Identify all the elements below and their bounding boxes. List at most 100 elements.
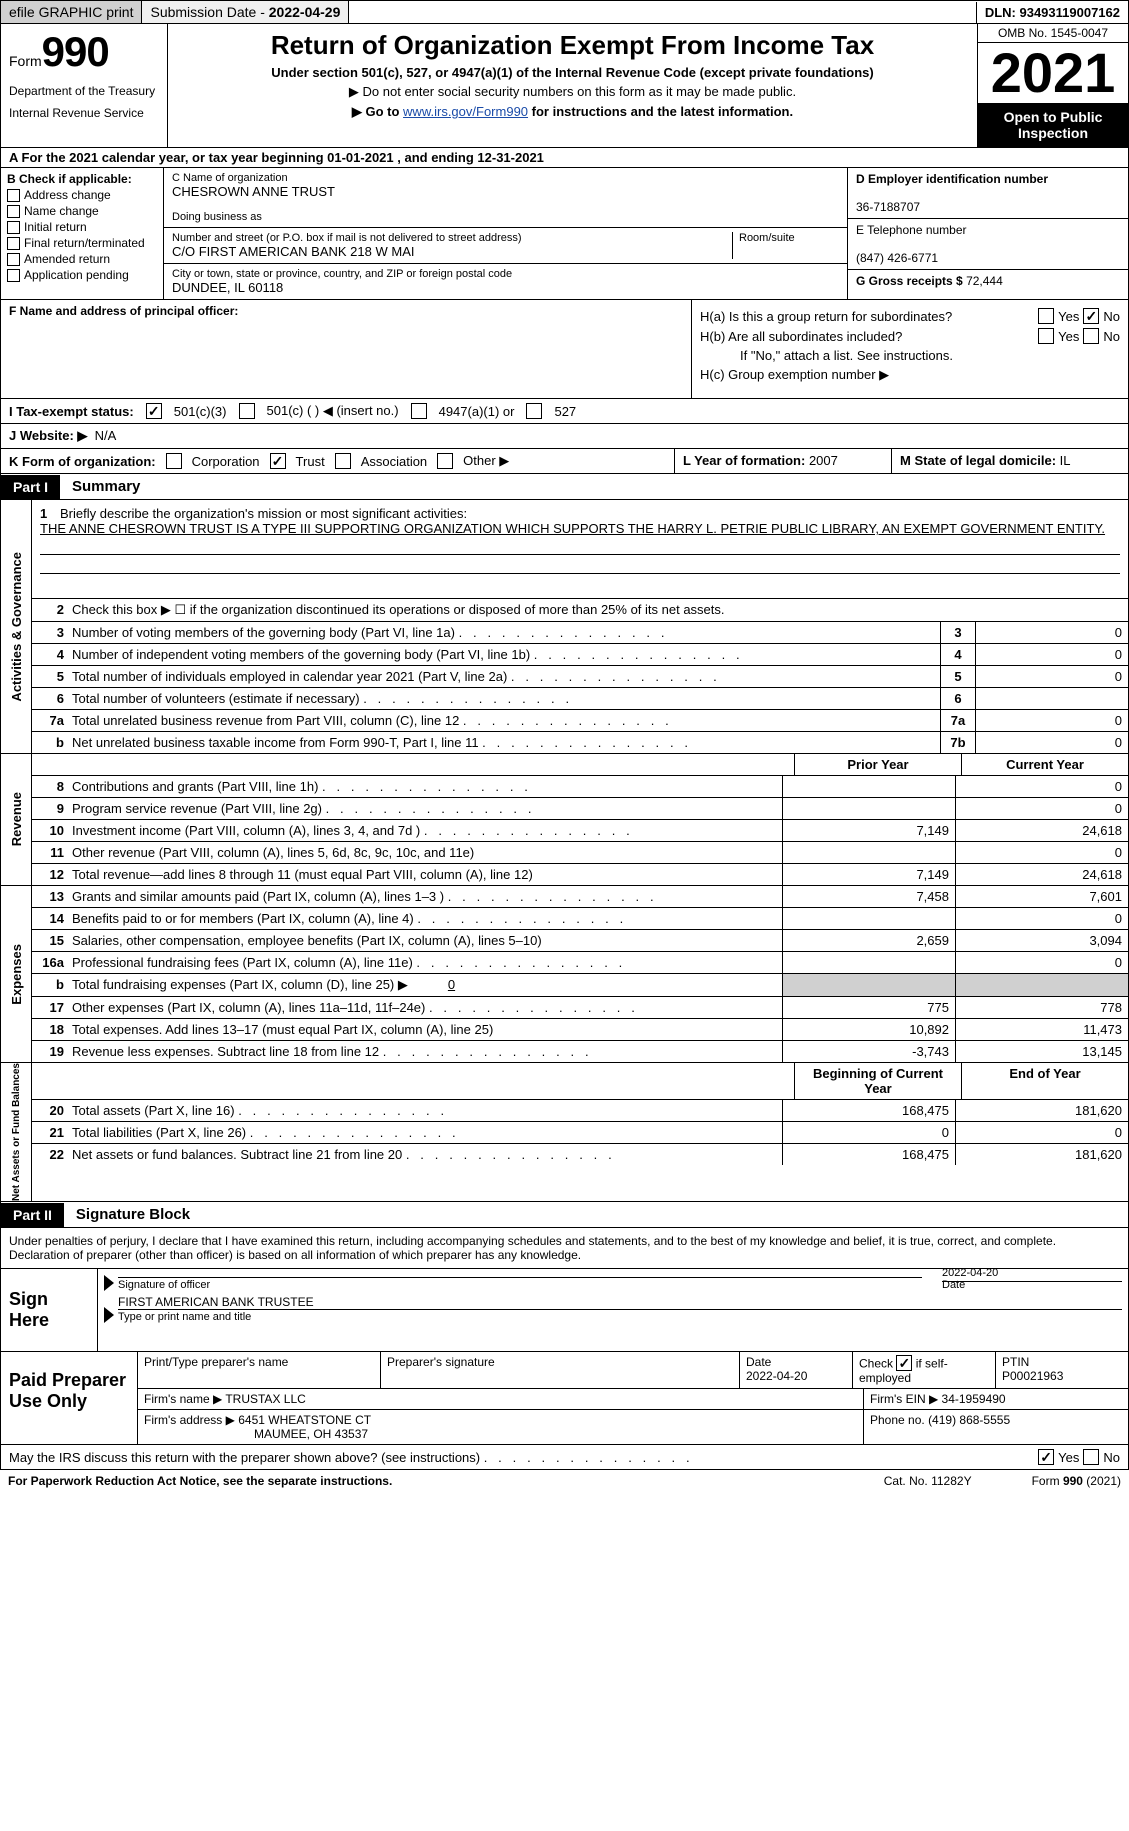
sign-right: Signature of officer 2022-04-20Date FIRS… [98,1269,1128,1351]
i-501c-box[interactable] [239,403,255,419]
k-trust-box[interactable]: ✓ [270,453,286,469]
vtab-na-text: Net Assets or Fund Balances [11,1063,22,1201]
g-val: 72,444 [966,274,1003,288]
hb-yes-box[interactable] [1038,328,1054,344]
exp-r15: Salaries, other compensation, employee b… [68,930,782,951]
rev-content: Prior YearCurrent Year 8Contributions an… [32,754,1128,885]
k-other-box[interactable] [437,453,453,469]
prep-self-emp: Check ✓ if self-employed [853,1352,996,1388]
gov-v7b: 0 [975,732,1128,753]
form-header: Form990 Department of the Treasury Inter… [0,24,1129,148]
checkbox-icon [7,221,20,234]
yes-label: Yes [1058,1450,1079,1465]
i-4947-box[interactable] [411,403,427,419]
revenue-section: Revenue Prior YearCurrent Year 8Contribu… [0,754,1129,886]
na-row-21: 21Total liabilities (Part X, line 26)00 [32,1122,1128,1144]
exp-p16a [782,952,955,973]
k-assoc-box[interactable] [335,453,351,469]
gov-row-7a: 7aTotal unrelated business revenue from … [32,710,1128,732]
e-label: E Telephone number [856,223,967,237]
h-b: H(b) Are all subordinates included? Yes … [700,328,1120,344]
rev-r9: Program service revenue (Part VIII, line… [68,798,782,819]
na-r22: Net assets or fund balances. Subtract li… [68,1144,782,1165]
exp-row-16b: bTotal fundraising expenses (Part IX, co… [32,974,1128,997]
rev-p11 [782,842,955,863]
prep-addr2: MAUMEE, OH 43537 [144,1427,368,1441]
exp-r16b-val: 0 [408,977,495,992]
h-note: If "No," attach a list. See instructions… [700,348,1120,363]
exp-row-14: 14Benefits paid to or for members (Part … [32,908,1128,930]
col-b-checks: B Check if applicable: Address change Na… [1,168,164,299]
exp-row-17: 17Other expenses (Part IX, column (A), l… [32,997,1128,1019]
k-corp: Corporation [192,454,260,469]
prep-phone-val: (419) 868-5555 [928,1413,1010,1427]
i-501c3-box[interactable]: ✓ [146,403,162,419]
ha-no-box[interactable]: ✓ [1083,308,1099,324]
exp-row-16a: 16aProfessional fundraising fees (Part I… [32,952,1128,974]
form-number-box: Form990 Department of the Treasury Inter… [1,24,168,147]
officer-sig-line: Signature of officer 2022-04-20Date [104,1275,1122,1291]
chk-final-return[interactable]: Final return/terminated [7,236,157,250]
gov-row-6: 6Total number of volunteers (estimate if… [32,688,1128,710]
ha-text: H(a) Is this a group return for subordin… [700,309,952,324]
pra-notice: For Paperwork Reduction Act Notice, see … [8,1474,392,1488]
self-emp-check[interactable]: ✓ [896,1355,912,1371]
prep-date-label: Date [746,1355,771,1369]
vtab-revenue: Revenue [1,754,32,885]
exp-p15: 2,659 [782,930,955,951]
i-label: I Tax-exempt status: [9,404,134,419]
mission-text: THE ANNE CHESROWN TRUST IS A TYPE III SU… [40,521,1120,536]
k-trust: Trust [296,454,325,469]
irs-label: Internal Revenue Service [9,106,159,120]
k-corp-box[interactable] [166,453,182,469]
rev-r11: Other revenue (Part VIII, column (A), li… [68,842,782,863]
no-label: No [1103,309,1120,324]
city-val: DUNDEE, IL 60118 [172,280,839,295]
i-527: 527 [554,404,576,419]
form990-link[interactable]: www.irs.gov/Form990 [403,104,528,119]
col-prior: Prior Year [794,754,961,775]
triangle-icon [104,1307,114,1323]
i-527-box[interactable] [526,403,542,419]
chk-name-change[interactable]: Name change [7,204,157,218]
efile-graphic-btn[interactable]: efile GRAPHIC print [1,1,142,23]
exp-r18: Total expenses. Add lines 13–17 (must eq… [68,1019,782,1040]
chk-address-change[interactable]: Address change [7,188,157,202]
phone-box: E Telephone number (847) 426-6771 [848,219,1128,270]
na-b21: 0 [782,1122,955,1143]
g-label: G Gross receipts $ [856,274,966,288]
gov-v3: 0 [975,622,1128,643]
city-box: City or town, state or province, country… [164,264,847,299]
dln-label: DLN: [985,5,1020,20]
submission-label: Submission Date - [150,4,268,20]
na-e20: 181,620 [955,1100,1128,1121]
h-c: H(c) Group exemption number ▶ [700,367,1120,383]
k-assoc: Association [361,454,427,469]
exp-p13: 7,458 [782,886,955,907]
ha-yes-box[interactable] [1038,308,1054,324]
chk-app-pending[interactable]: Application pending [7,268,157,282]
chk-initial-return[interactable]: Initial return [7,220,157,234]
phone-val: (847) 426-6771 [856,251,938,265]
discuss-yes-box[interactable]: ✓ [1038,1449,1054,1465]
preparer-right: Print/Type preparer's name Preparer's si… [138,1352,1128,1444]
city-label: City or town, state or province, country… [172,268,839,280]
exp-c13: 7,601 [955,886,1128,907]
exp-row-18: 18Total expenses. Add lines 13–17 (must … [32,1019,1128,1041]
gov-r4: Number of independent voting members of … [68,644,940,665]
chk-amended[interactable]: Amended return [7,252,157,266]
na-row-22: 22Net assets or fund balances. Subtract … [32,1144,1128,1165]
b-opt-0: Address change [24,188,111,202]
exp-row-19: 19Revenue less expenses. Subtract line 1… [32,1041,1128,1062]
exp-p14 [782,908,955,929]
prep-ptin: PTINP00021963 [996,1352,1128,1388]
discuss-no-box[interactable] [1083,1449,1099,1465]
hb-no-box[interactable] [1083,328,1099,344]
sig-date-col: 2022-04-20Date [942,1281,1122,1291]
cat-no: Cat. No. 11282Y [884,1474,972,1488]
prep-date-val: 2022-04-20 [746,1369,807,1383]
gov-v6 [975,688,1128,709]
exp-r17: Other expenses (Part IX, column (A), lin… [68,997,782,1018]
form-id: Form 990 (2021) [1032,1474,1121,1488]
checkbox-icon [7,205,20,218]
